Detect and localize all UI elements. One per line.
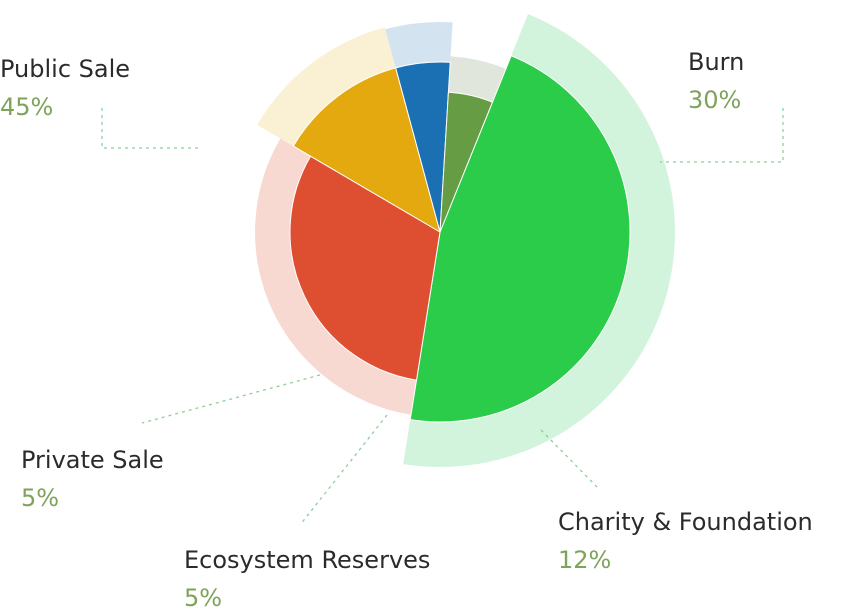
slice-charity-foundation xyxy=(292,67,441,233)
leader-line-burn xyxy=(660,108,784,163)
leader-line-charity-foundation xyxy=(540,429,601,491)
label-public-sale: Public Sale 45% xyxy=(0,54,130,122)
label-burn: Burn 30% xyxy=(688,47,744,115)
slice-ecosystem-reserves xyxy=(395,61,451,233)
slice-public-sale xyxy=(409,55,631,423)
slice-burn xyxy=(289,155,441,381)
slice-name-burn: Burn xyxy=(688,48,745,76)
slice-name-charity-foundation: Charity & Foundation xyxy=(558,508,813,536)
slice-percent-ecosystem-reserves: 5% xyxy=(184,584,223,612)
slice-percent-charity-foundation: 12% xyxy=(558,546,612,574)
label-private-sale: Private Sale 5% xyxy=(21,445,164,513)
slice-private-sale xyxy=(439,91,493,233)
slice-name-private-sale: Private Sale xyxy=(21,446,164,474)
leader-line-private-sale xyxy=(141,374,321,424)
slice-name-public-sale: Public Sale xyxy=(0,55,131,83)
slice-name-ecosystem-reserves: Ecosystem Reserves xyxy=(184,546,431,574)
slice-percent-private-sale: 5% xyxy=(21,484,60,512)
label-ecosystem-reserves: Ecosystem Reserves 5% xyxy=(184,545,430,613)
label-charity-foundation: Charity & Foundation 12% xyxy=(558,507,813,575)
leader-line-ecosystem-reserves xyxy=(299,414,388,526)
slice-percent-public-sale: 45% xyxy=(0,93,54,121)
slice-percent-burn: 30% xyxy=(688,86,742,114)
